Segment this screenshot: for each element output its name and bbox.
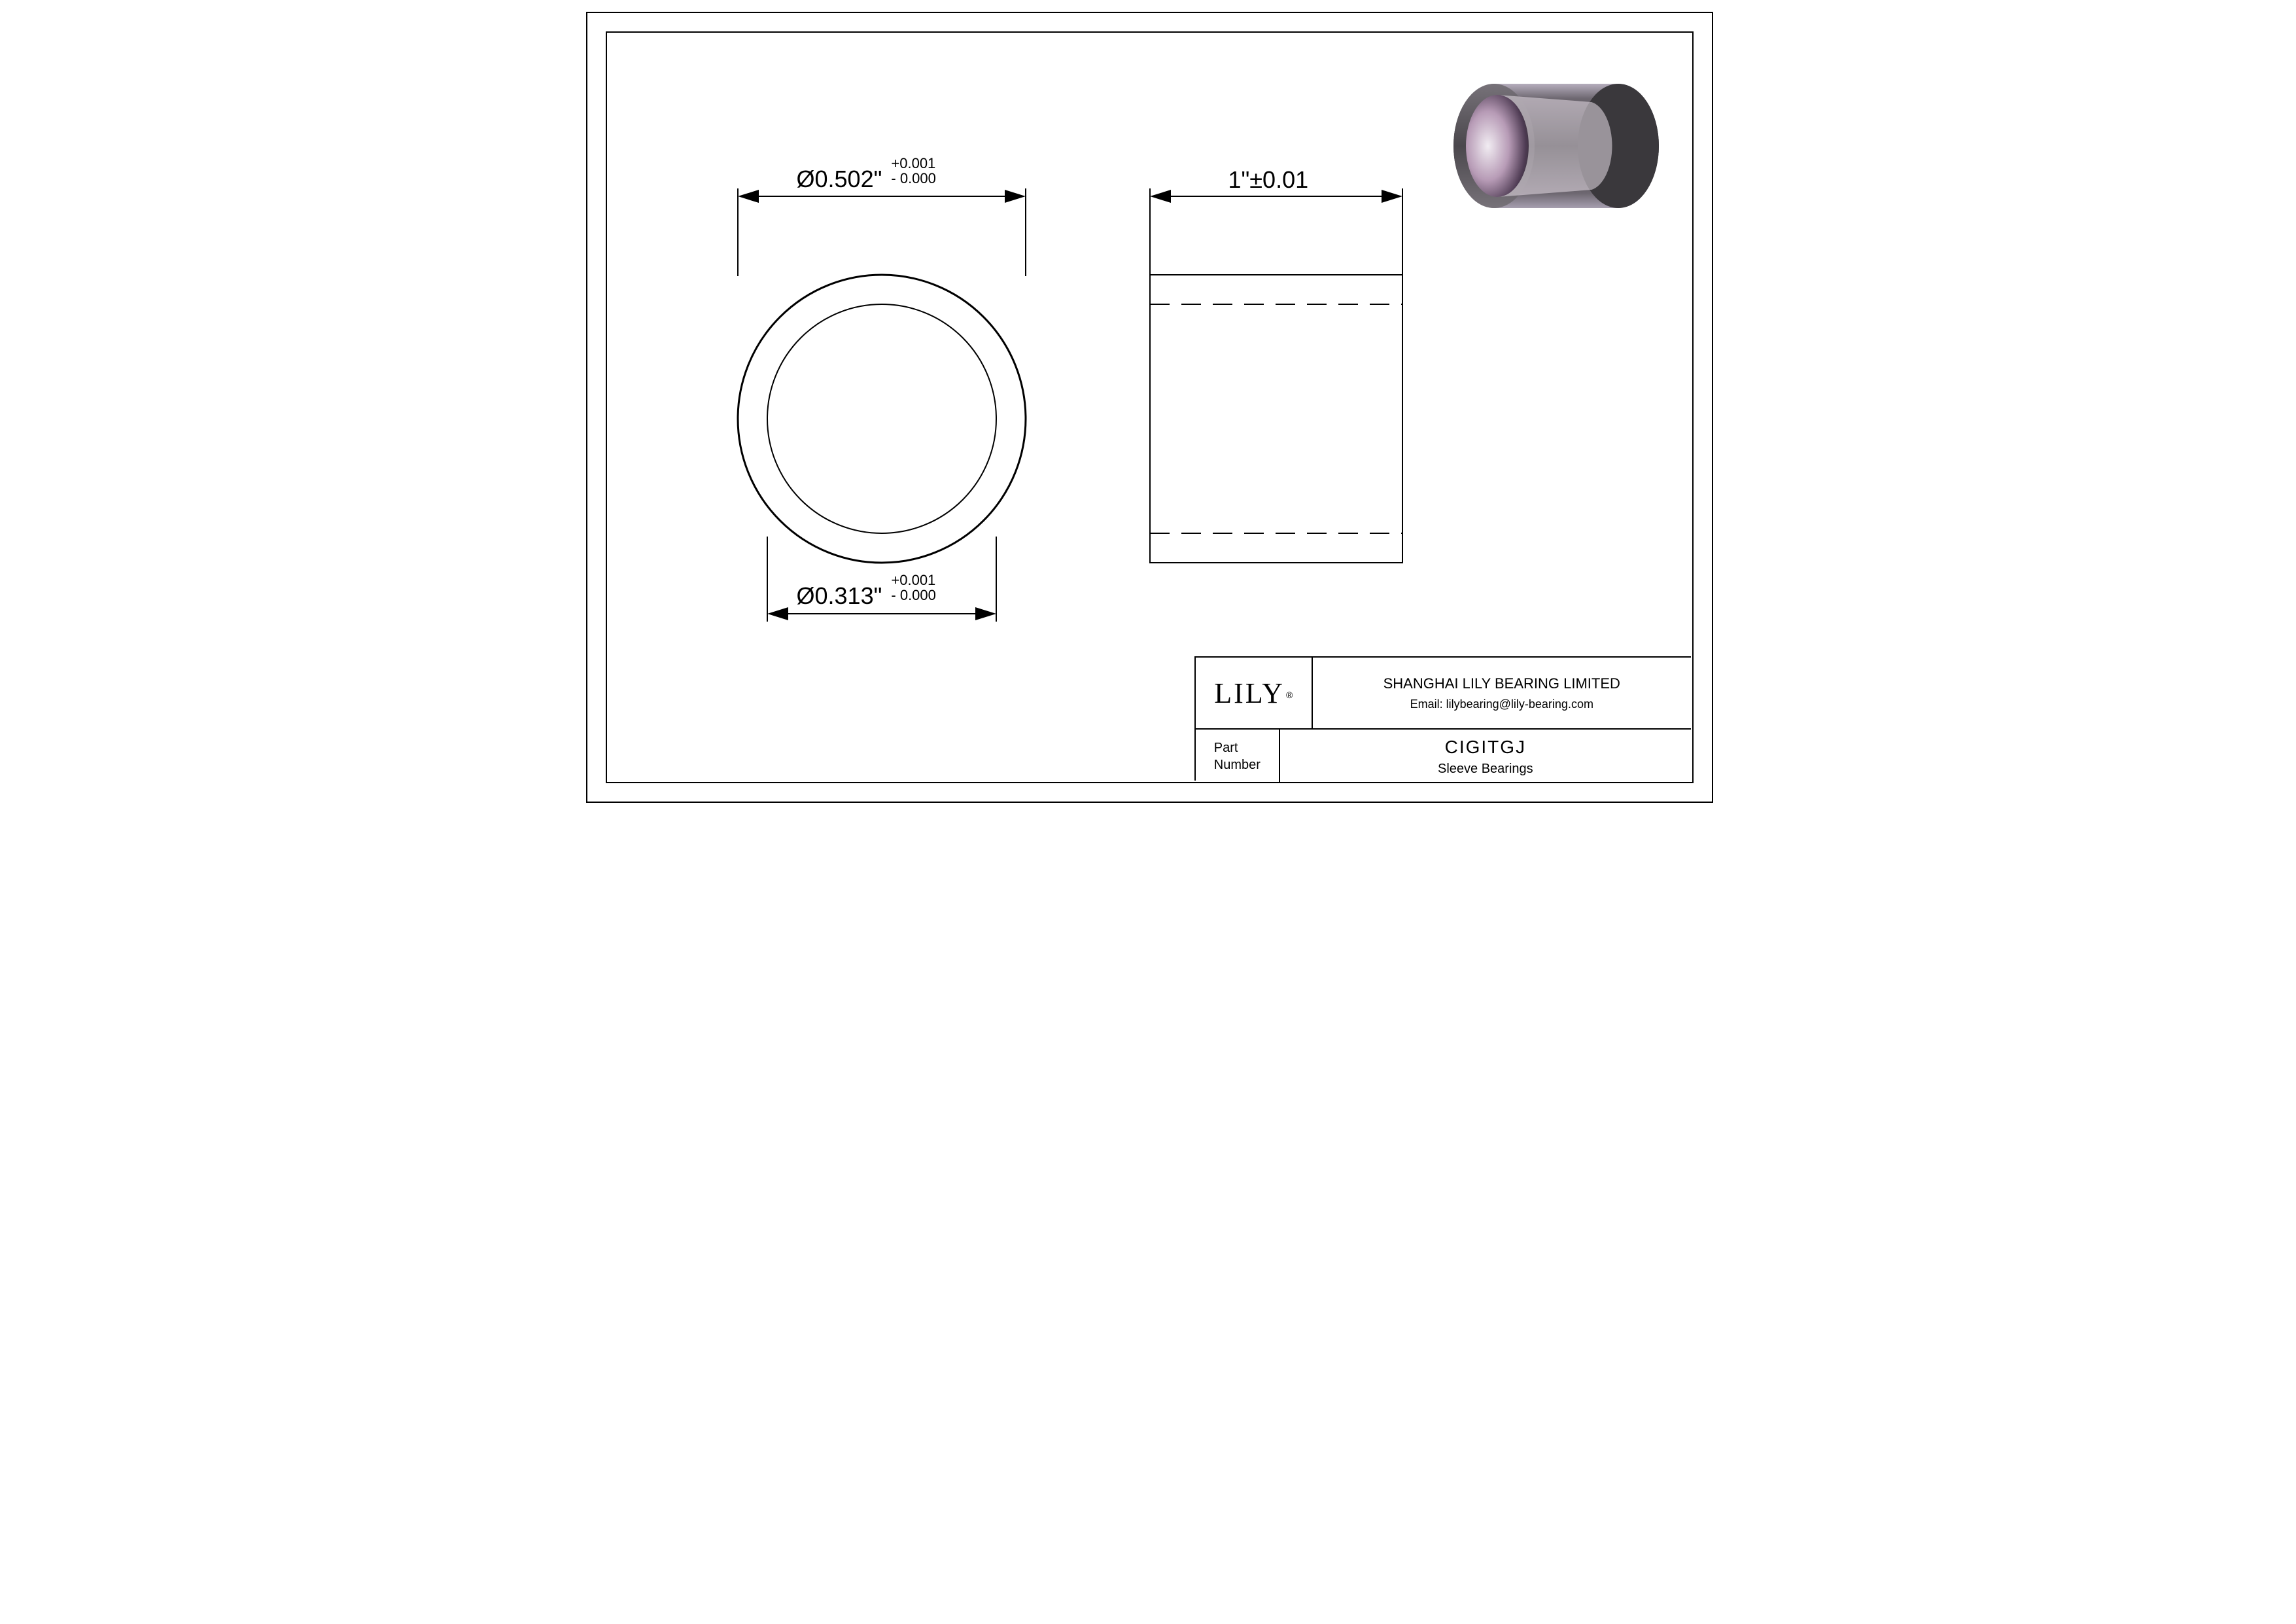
logo: LILY® [1214, 677, 1293, 710]
render-bore [1466, 95, 1529, 197]
logo-text: LILY [1214, 677, 1285, 709]
title-block: LILY® SHANGHAI LILY BEARING LIMITED Emai… [1194, 656, 1691, 781]
logo-registered-icon: ® [1286, 690, 1293, 700]
company-email: Email: lilybearing@lily-bearing.com [1410, 697, 1593, 711]
drawing-sheet: Ø0.502" +0.001 - 0.000 Ø0.313" +0.001 - … [574, 0, 1722, 812]
company-name: SHANGHAI LILY BEARING LIMITED [1383, 675, 1620, 692]
part-number-value: CIGITGJ [1445, 737, 1526, 758]
part-description: Sleeve Bearings [1438, 762, 1533, 777]
part-number-label-line1: Part [1214, 741, 1238, 755]
part-number-label-line2: Number [1214, 758, 1261, 772]
part-number-label: Part Number [1214, 739, 1261, 773]
